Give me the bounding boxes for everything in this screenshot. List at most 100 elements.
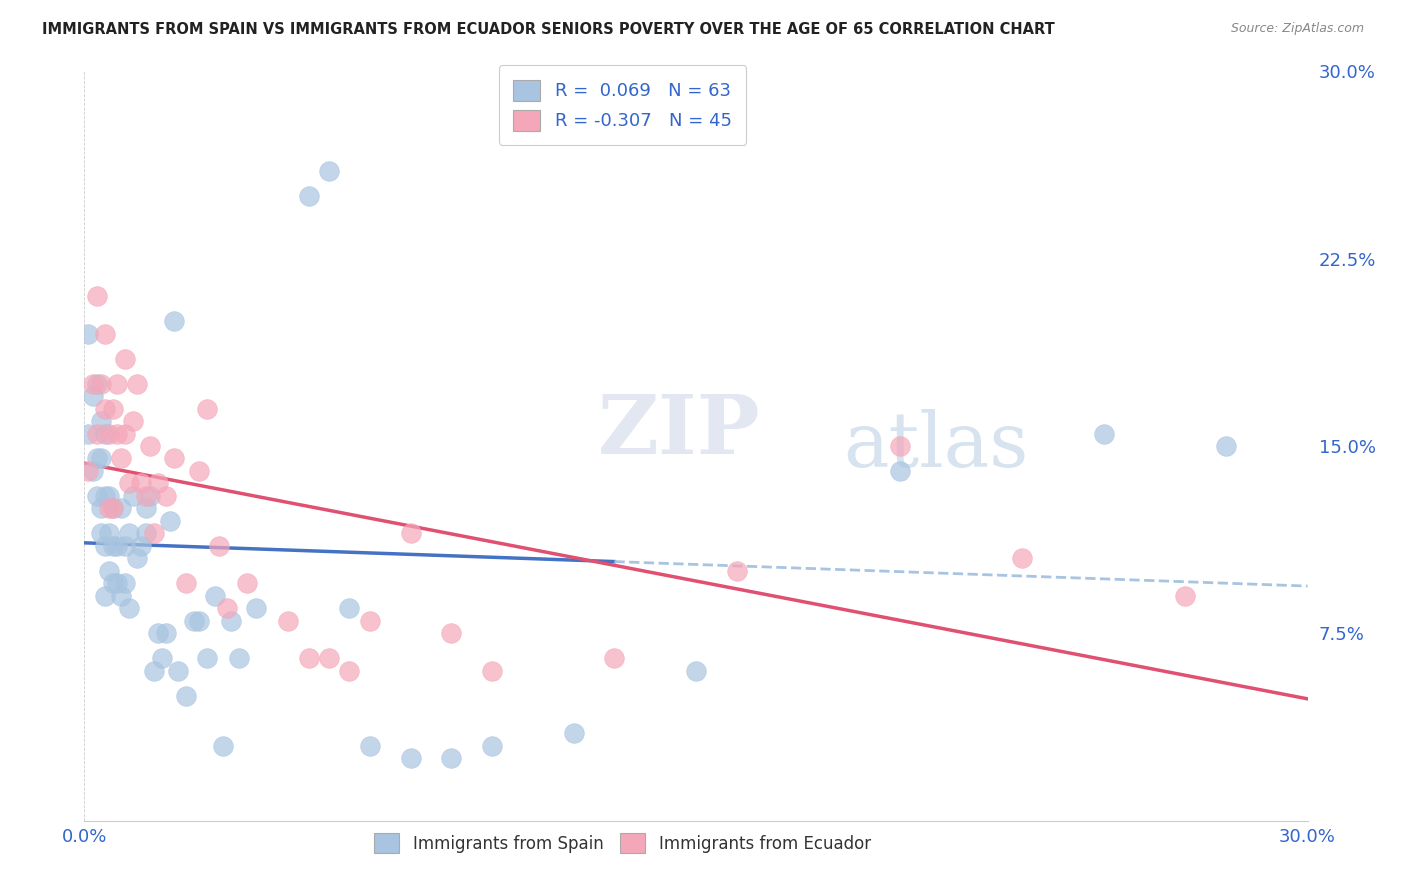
Point (174, 689, 197, 703)
Point (114, 426, 136, 441)
Point (208, 539, 231, 553)
Point (86, 451, 108, 466)
Point (97, 489, 120, 503)
Point (277, 614, 299, 628)
Point (97, 426, 120, 441)
Point (481, 739, 503, 753)
Point (97, 526, 120, 541)
Point (167, 664, 190, 678)
Point (118, 526, 141, 541)
Point (114, 576, 136, 591)
Point (183, 614, 205, 628)
Point (339, 664, 361, 678)
Point (562, 726, 585, 740)
Point (1011, 551, 1033, 566)
Point (82, 389, 104, 403)
Point (359, 739, 381, 753)
Legend: Immigrants from Spain, Immigrants from Ecuador: Immigrants from Spain, Immigrants from E… (366, 825, 879, 861)
Point (174, 576, 197, 591)
Point (101, 501, 124, 516)
Point (122, 489, 145, 503)
Point (86, 489, 108, 503)
Point (122, 414, 145, 428)
Point (77, 426, 100, 441)
Text: IMMIGRANTS FROM SPAIN VS IMMIGRANTS FROM ECUADOR SENIORS POVERTY OVER THE AGE OF: IMMIGRANTS FROM SPAIN VS IMMIGRANTS FROM… (42, 22, 1054, 37)
Point (138, 489, 160, 503)
Point (135, 526, 157, 541)
Point (142, 526, 165, 541)
Point (105, 426, 128, 441)
Point (93, 489, 115, 503)
Point (155, 626, 177, 640)
Point (90, 376, 112, 391)
Point (219, 614, 242, 628)
Point (110, 589, 132, 603)
Point (212, 739, 235, 753)
Point (1215, 439, 1237, 453)
Point (135, 501, 157, 516)
Point (155, 489, 177, 503)
Point (236, 576, 259, 591)
Point (399, 526, 422, 541)
Point (101, 539, 124, 553)
Point (187, 464, 209, 478)
Point (82, 464, 104, 478)
Point (146, 626, 169, 640)
Point (77, 326, 100, 341)
Point (889, 464, 911, 478)
Text: ZIP: ZIP (598, 391, 761, 471)
Point (1174, 589, 1197, 603)
Point (135, 489, 157, 503)
Point (93, 326, 115, 341)
Point (105, 539, 128, 553)
Point (163, 451, 186, 466)
Point (1092, 426, 1115, 441)
Point (159, 514, 181, 528)
Point (118, 601, 141, 615)
Point (114, 539, 136, 553)
Point (127, 376, 149, 391)
Point (86, 376, 108, 391)
Point (97, 564, 120, 578)
Point (440, 626, 463, 640)
Point (889, 439, 911, 453)
Text: atlas: atlas (842, 409, 1028, 483)
Point (101, 401, 124, 416)
Point (93, 401, 115, 416)
Point (217, 601, 239, 615)
Point (86, 426, 108, 441)
Point (90, 451, 112, 466)
Point (114, 351, 136, 366)
Point (90, 526, 112, 541)
Point (101, 501, 124, 516)
Point (127, 551, 149, 566)
Text: Source: ZipAtlas.com: Source: ZipAtlas.com (1230, 22, 1364, 36)
Point (245, 601, 267, 615)
Point (603, 651, 626, 665)
Point (131, 476, 153, 491)
Point (146, 476, 169, 491)
Point (187, 614, 209, 628)
Point (93, 426, 115, 441)
Point (86, 289, 108, 303)
Point (228, 651, 250, 665)
Point (481, 664, 503, 678)
Point (440, 751, 463, 765)
Point (318, 651, 340, 665)
Point (163, 314, 186, 328)
Point (685, 664, 707, 678)
Point (105, 376, 128, 391)
Point (110, 451, 132, 466)
Point (77, 464, 100, 478)
Point (93, 539, 115, 553)
Point (97, 501, 120, 516)
Point (359, 614, 381, 628)
Point (90, 501, 112, 516)
Point (195, 401, 218, 416)
Point (399, 751, 422, 765)
Point (204, 589, 226, 603)
Point (93, 589, 115, 603)
Point (298, 189, 321, 203)
Point (118, 476, 141, 491)
Point (339, 601, 361, 615)
